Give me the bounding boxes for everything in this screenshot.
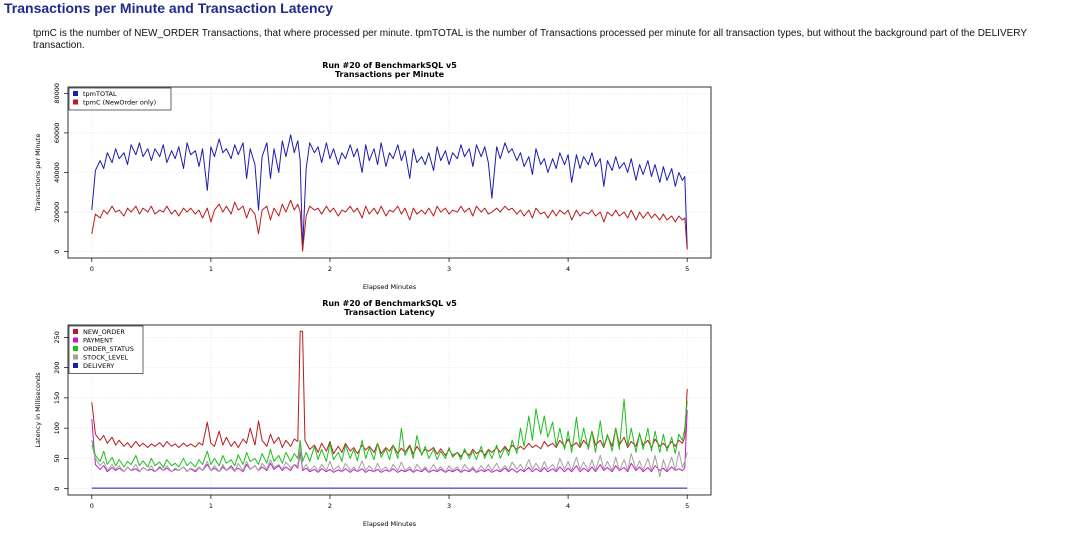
series-line-tpmc-neworder-only-	[91, 199, 688, 252]
x-tick-label: 5	[685, 502, 689, 510]
y-tick-label: 80000	[53, 83, 61, 104]
y-tick-label: 40000	[53, 162, 61, 183]
y-axis-label: Latency in Milliseconds	[34, 372, 42, 448]
legend-label: ORDER_STATUS	[83, 345, 134, 353]
x-tick-label: 3	[447, 502, 451, 510]
x-tick-label: 2	[328, 502, 332, 510]
description-text: tpmC is the number of NEW_ORDER Transact…	[33, 28, 1027, 51]
series-line-tpmtotal	[91, 134, 688, 251]
x-tick-label: 1	[209, 265, 213, 273]
y-tick-label: 0	[53, 250, 61, 254]
y-tick-label: 0	[53, 487, 61, 491]
x-tick-label: 4	[566, 502, 570, 510]
legend-label: DELIVERY	[83, 362, 114, 370]
x-tick-label: 1	[209, 502, 213, 510]
x-tick-label: 3	[447, 265, 451, 273]
plot-frame	[67, 324, 712, 496]
x-tick-label: 0	[90, 502, 94, 510]
x-tick-label: 5	[685, 265, 689, 273]
page-title: Transactions per Minute and Transaction …	[4, 0, 334, 16]
x-axis-label: Elapsed Minutes	[363, 520, 417, 528]
y-tick-label: 60000	[53, 123, 61, 144]
x-tick-label: 2	[328, 265, 332, 273]
legend-swatch	[73, 346, 78, 351]
legend-swatch	[73, 91, 78, 96]
legend-label: PAYMENT	[83, 337, 113, 345]
legend-box	[68, 87, 172, 111]
chart-title: Run #20 of BenchmarkSQL v5	[322, 61, 457, 70]
y-tick-label: 150	[53, 392, 61, 404]
y-tick-label: 250	[53, 331, 61, 343]
x-axis-label: Elapsed Minutes	[363, 283, 417, 291]
legend-swatch	[73, 363, 78, 368]
chart-subtitle: Transactions per Minute	[335, 70, 445, 79]
y-tick-label: 20000	[53, 202, 61, 223]
legend-box	[68, 325, 144, 374]
y-tick-label: 100	[53, 422, 61, 434]
legend-swatch	[73, 99, 78, 105]
legend-label: NEW_ORDER	[83, 328, 125, 336]
legend-swatch	[73, 337, 78, 343]
y-axis-label: Transactions per Minute	[34, 134, 42, 213]
x-tick-label: 4	[566, 265, 570, 273]
legend: NEW_ORDERPAYMENTORDER_STATUSSTOCK_LEVELD…	[68, 325, 144, 374]
chart-title: Run #20 of BenchmarkSQL v5	[322, 299, 457, 308]
legend-label: tpmC (NewOrder only)	[83, 99, 156, 107]
x-tick-label: 0	[90, 265, 94, 273]
legend-label: tpmTOTAL	[83, 90, 117, 98]
y-tick-label: 200	[53, 361, 61, 373]
legend-swatch	[73, 329, 78, 334]
series-line-order-status	[91, 398, 688, 469]
y-tick-label: 50	[53, 454, 61, 462]
legend-swatch	[73, 354, 78, 360]
chart-subtitle: Transaction Latency	[344, 308, 435, 317]
series-line-stock-level	[91, 444, 688, 478]
legend-label: STOCK_LEVEL	[83, 354, 129, 362]
tpm-chart: 0 1 2 3 4 5 0 20000 40000 60000 80000 Run #20 of Be…	[34, 61, 712, 291]
